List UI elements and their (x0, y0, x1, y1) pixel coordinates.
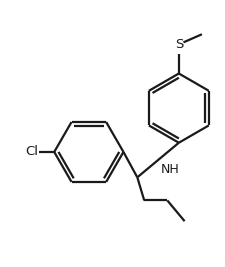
Text: S: S (175, 38, 183, 51)
Text: Cl: Cl (25, 146, 38, 158)
Text: NH: NH (160, 163, 179, 176)
